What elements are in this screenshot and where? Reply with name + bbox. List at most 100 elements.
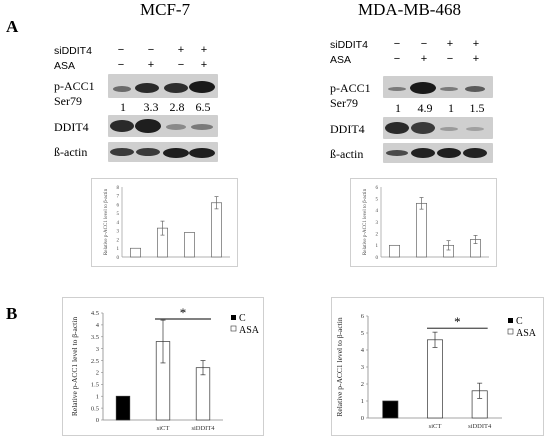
siddit4-mark: + (446, 38, 454, 50)
bar (416, 202, 427, 258)
blot-strip-pacc1-left (108, 74, 218, 98)
y-tick-label: 8 (117, 186, 120, 191)
bactin-label-left: ß-actin (54, 145, 88, 159)
bar-asa (195, 367, 211, 421)
asa-mark: − (117, 59, 125, 71)
panel-label-a: A (6, 17, 19, 36)
x-tick-label: siDDIT4 (191, 425, 215, 432)
y-tick-label: 7 (117, 195, 120, 200)
y-tick-label: 4 (117, 221, 120, 226)
y-axis-label: Relative p-ACC1 level to β-actin (70, 317, 79, 416)
y-tick-label: 0 (96, 417, 99, 424)
ser79-label-left: Ser79 (54, 94, 82, 108)
title-mcf7: MCF-7 (140, 0, 191, 19)
y-tick-label: 1 (376, 244, 379, 249)
bar (389, 244, 400, 258)
y-tick-label: 4 (96, 322, 100, 329)
quant-value: 6.5 (195, 100, 211, 114)
y-tick-label: 4 (361, 347, 365, 354)
y-tick-label: 1 (361, 398, 364, 405)
blot-strip-pacc1-right (383, 76, 493, 98)
chart-b-right: 0 1 2 3 4 5 6 Relative p-ACC1 level to β-actin s… (335, 313, 537, 430)
quant-value: 2.8 (169, 100, 185, 114)
asa-mark: + (147, 59, 155, 71)
bar-c (115, 395, 131, 421)
significance-star: * (454, 314, 461, 329)
siddit4-label-left: siDDIT4 (54, 45, 92, 57)
y-tick-label: 2 (376, 232, 379, 237)
bactin-label-right: ß-actin (330, 147, 364, 161)
y-axis-label: Relative p-ACC1 level to β-actin (363, 188, 368, 255)
bar-asa (427, 339, 443, 419)
siddit4-mark: − (147, 44, 155, 56)
legend-swatch-asa (507, 328, 514, 335)
legend-swatch-c (231, 315, 236, 320)
blot-strip-bactin-right (383, 143, 493, 163)
legend-label-c: C (516, 316, 523, 327)
legend-label-asa: ASA (239, 325, 260, 336)
ddit4-label-right: DDIT4 (330, 122, 365, 136)
quant-value: 1 (395, 101, 401, 115)
x-tick-label: siCT (429, 423, 442, 430)
y-tick-label: 0 (376, 256, 379, 261)
ser79-label-right: Ser79 (330, 96, 358, 110)
legend-label-asa: ASA (516, 328, 537, 339)
chart-a-left-frame: 0 1 2 3 4 5 6 7 8 Relative p-ACC1 level to β-acti… (91, 178, 238, 267)
y-tick-label: 2.5 (91, 358, 99, 365)
quant-value: 3.3 (143, 100, 159, 114)
quant-value: 1.5 (469, 101, 485, 115)
y-axis-label: Relative p-ACC1 level to β-actin (335, 317, 344, 416)
asa-mark: + (472, 53, 480, 65)
chart-b-right-frame: 0 1 2 3 4 5 6 Relative p-ACC1 level to β-actin s… (331, 297, 544, 436)
chart-a-right: 0 1 2 3 4 5 6 Relative p-ACC1 level to β-actin (363, 186, 489, 261)
quant-value: 1 (448, 101, 454, 115)
blot-strip-ddit4-right (383, 117, 493, 139)
y-tick-label: 2 (117, 238, 120, 243)
quant-value: 1 (120, 100, 126, 114)
y-tick-label: 4 (376, 209, 379, 214)
blot-strip-bactin-left (108, 142, 218, 162)
x-tick-label: siDDIT4 (468, 423, 492, 430)
legend-swatch-c (508, 318, 513, 323)
y-tick-label: 2 (361, 381, 364, 388)
ddit4-label-left: DDIT4 (54, 120, 89, 134)
chart-a-left: 0 1 2 3 4 5 6 7 8 Relative p-ACC1 level to β-acti… (104, 186, 230, 261)
chart-b-left: 0 0.5 1 1.5 2 2.5 3 3.5 4 4.5 Relative p-ACC1 leve… (70, 305, 260, 432)
significance-star: * (180, 305, 187, 320)
y-tick-label: 1 (117, 247, 120, 252)
siddit4-mark: − (117, 44, 125, 56)
y-tick-label: 0 (361, 415, 364, 422)
legend-swatch-asa (230, 325, 237, 332)
bar (184, 232, 195, 258)
asa-mark: + (200, 59, 208, 71)
y-tick-label: 3.5 (91, 334, 99, 341)
legend-label-c: C (239, 313, 246, 324)
y-tick-label: 5 (361, 330, 364, 337)
asa-mark: + (420, 53, 428, 65)
bar-c (382, 400, 399, 419)
blot-strip-ddit4-left (108, 115, 218, 137)
asa-label-right: ASA (330, 54, 352, 66)
y-tick-label: 4.5 (91, 310, 99, 317)
pacc1-label-right: p-ACC1 (330, 81, 371, 95)
y-tick-label: 6 (117, 203, 120, 208)
y-axis-label: Relative p-ACC1 level to β-actin (104, 188, 109, 255)
asa-mark: − (177, 59, 185, 71)
asa-label-left: ASA (54, 60, 76, 72)
y-tick-label: 3 (96, 346, 99, 353)
y-tick-label: 5 (376, 197, 379, 202)
y-tick-label: 0 (117, 256, 120, 261)
siddit4-mark: − (420, 38, 428, 50)
siddit4-mark: + (472, 38, 480, 50)
y-tick-label: 5 (117, 212, 120, 217)
y-tick-label: 6 (361, 313, 365, 320)
y-tick-label: 3 (117, 230, 120, 235)
title-mda-mb-468: MDA-MB-468 (358, 0, 461, 19)
chart-b-left-frame: 0 0.5 1 1.5 2 2.5 3 3.5 4 4.5 Relative p-ACC1 leve… (62, 297, 264, 436)
y-tick-label: 6 (376, 186, 379, 191)
quant-value: 4.9 (417, 101, 433, 115)
y-tick-label: 1 (96, 393, 99, 400)
bar (130, 247, 141, 258)
y-tick-label: 3 (361, 364, 364, 371)
y-tick-label: 2 (96, 370, 99, 377)
